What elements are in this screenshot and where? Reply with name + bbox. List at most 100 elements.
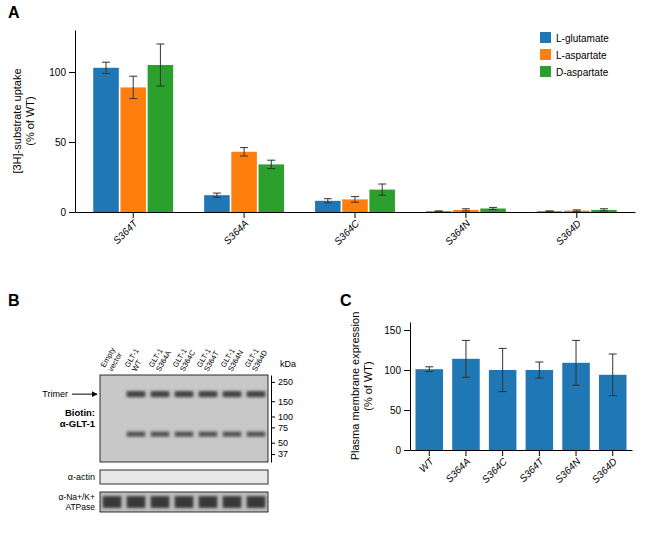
tick-label: 37 (278, 449, 288, 459)
error-bar (324, 199, 332, 203)
tick: S364A (221, 212, 250, 247)
panel-title: B (8, 292, 20, 309)
bar (526, 370, 554, 450)
legend-item: L-aspartate (540, 49, 607, 61)
tick-label: S364T (517, 455, 546, 484)
tick-label: WT (417, 455, 436, 474)
band (151, 391, 170, 397)
tick: S364N (443, 212, 473, 247)
annotation: Biotin:α-GLT-1 (60, 407, 96, 429)
tick-label: S364C (332, 217, 362, 247)
blot-membrane (100, 492, 268, 512)
tick-mark (576, 212, 577, 218)
error-bar (573, 210, 581, 211)
tick-mark (465, 450, 466, 456)
band (247, 496, 266, 508)
axis-line (75, 31, 76, 213)
plot-area (93, 44, 616, 212)
tick-mark (404, 330, 410, 331)
tick: WT (417, 450, 436, 474)
band (175, 391, 194, 397)
tick-mark (612, 450, 613, 456)
error-bar (462, 340, 470, 377)
tick-label: S364T (111, 217, 140, 246)
band (223, 391, 242, 397)
tick-label: 100 (49, 67, 66, 78)
text-line: α-GLT-1 (60, 418, 96, 429)
band (223, 496, 242, 508)
tick-mark (539, 450, 540, 456)
tick-label: 0 (395, 445, 401, 456)
band (199, 432, 218, 437)
bar-series (148, 44, 617, 212)
legend: L-glutamate L-aspartate D-aspartate (540, 32, 609, 78)
band (175, 432, 194, 437)
tick: 250 (271, 377, 293, 387)
bar (120, 87, 146, 212)
tick: 100 (271, 412, 293, 422)
tick-mark (244, 212, 245, 218)
text-line: S364N (226, 349, 245, 373)
lane-label: GLT-1S364A (147, 345, 173, 373)
bar-series (416, 340, 627, 450)
legend-swatch (540, 49, 551, 60)
bar (537, 211, 563, 212)
tick-label: S364C (480, 455, 510, 485)
band (199, 496, 218, 508)
legend-label: L-glutamate (556, 33, 609, 44)
tick: 100 (384, 365, 410, 376)
tick: 50 (390, 405, 410, 416)
tick: 150 (271, 397, 293, 407)
error-bar (535, 362, 543, 378)
plot-area (416, 340, 627, 450)
lane-label: GLT-1S364D (243, 344, 270, 373)
band (127, 432, 146, 437)
tick-mark (271, 382, 275, 383)
annotation: Trimer (42, 389, 68, 399)
tick: S364T (517, 450, 546, 484)
tick-label: S364D (590, 456, 619, 485)
annotation-arrow (72, 394, 97, 395)
tick: S364C (480, 450, 510, 485)
tick-mark (429, 450, 430, 456)
panel-title: A (8, 4, 20, 21)
tick-label: 75 (278, 423, 288, 433)
figure: S364TS364AS364CS364NS364D050100[3H]-subs… (0, 0, 650, 538)
tick: S364A (443, 450, 472, 485)
tick-label: S364A (221, 217, 250, 246)
axis: WT S364A S364CS364TS364NS364D (411, 450, 633, 485)
lane-label: Emptyvector (99, 346, 125, 373)
bar (259, 164, 285, 212)
band (247, 391, 266, 397)
tick-label: 50 (55, 137, 67, 148)
tick-label: 250 (278, 377, 293, 387)
bar (416, 369, 444, 450)
blot-membrane (100, 375, 268, 462)
tick: 37 (271, 449, 288, 459)
error-bar (240, 148, 248, 156)
axis-line (271, 376, 272, 463)
bar (93, 68, 119, 212)
annotation: α-Na+/K+ATPase (58, 492, 95, 512)
tick-mark (404, 450, 410, 451)
tick-mark (271, 417, 275, 418)
error-bar (609, 354, 617, 396)
tick-mark (69, 72, 75, 73)
text-line: WT (130, 358, 144, 373)
error-bar (129, 76, 137, 98)
error-bar (572, 340, 580, 385)
tick-label: 100 (384, 365, 401, 376)
tick-mark (271, 454, 275, 455)
legend-label: D-aspartate (556, 67, 609, 78)
tick: S364N (553, 450, 583, 485)
text-line: vector (106, 350, 124, 373)
tick-mark (69, 142, 75, 143)
band (175, 496, 194, 508)
tick-label: 100 (278, 412, 293, 422)
bar (426, 211, 452, 212)
error-bar (600, 209, 608, 211)
axis: 250150100755037 (271, 376, 293, 463)
tick-mark (271, 443, 275, 444)
text-line: (% of WT) (24, 96, 36, 146)
error-bar (267, 160, 275, 168)
